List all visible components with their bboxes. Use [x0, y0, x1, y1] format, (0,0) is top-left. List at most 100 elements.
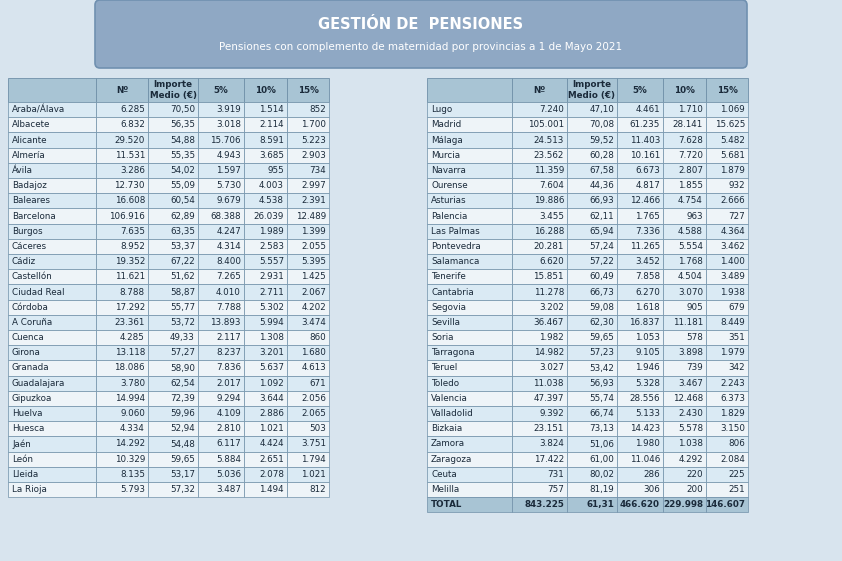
Text: 49,33: 49,33: [170, 333, 195, 342]
Text: Almería: Almería: [12, 151, 45, 160]
Bar: [567, 78, 617, 102]
Text: 7.858: 7.858: [635, 272, 660, 281]
Text: León: León: [12, 455, 33, 464]
Text: 7.336: 7.336: [635, 227, 660, 236]
Bar: [198, 102, 244, 117]
Text: Jaén: Jaén: [12, 439, 31, 449]
Text: 4.754: 4.754: [678, 196, 703, 205]
Bar: [512, 284, 567, 300]
Text: 1.597: 1.597: [216, 166, 241, 175]
Text: 56,93: 56,93: [589, 379, 614, 388]
Bar: [287, 208, 329, 224]
Text: 6.270: 6.270: [635, 287, 660, 297]
Text: 4.364: 4.364: [720, 227, 745, 236]
Text: 2.931: 2.931: [259, 272, 284, 281]
Text: 2.810: 2.810: [216, 424, 241, 433]
Bar: [8, 330, 96, 345]
Bar: [96, 376, 148, 391]
Bar: [8, 224, 96, 239]
Bar: [287, 467, 329, 482]
Text: 72,39: 72,39: [170, 394, 195, 403]
Bar: [706, 178, 748, 193]
Text: Gipuzkoa: Gipuzkoa: [12, 394, 52, 403]
Text: Araba/Álava: Araba/Álava: [12, 105, 65, 114]
Bar: [617, 102, 663, 117]
Text: Salamanca: Salamanca: [431, 257, 479, 266]
Text: GESTIÓN DE  PENSIONES: GESTIÓN DE PENSIONES: [318, 17, 524, 31]
Text: 2.997: 2.997: [301, 181, 326, 190]
Text: 59,52: 59,52: [589, 136, 614, 145]
Text: 843.225: 843.225: [524, 500, 564, 509]
Bar: [287, 193, 329, 208]
Text: 220: 220: [686, 470, 703, 479]
Bar: [287, 132, 329, 148]
Text: Bizkaia: Bizkaia: [431, 424, 462, 433]
Bar: [8, 102, 96, 117]
Bar: [96, 193, 148, 208]
Bar: [8, 178, 96, 193]
Bar: [663, 163, 706, 178]
Bar: [663, 406, 706, 421]
Text: 5.482: 5.482: [720, 136, 745, 145]
Text: 1.768: 1.768: [678, 257, 703, 266]
Text: 18.086: 18.086: [115, 364, 145, 373]
Text: 55,74: 55,74: [589, 394, 614, 403]
Bar: [512, 208, 567, 224]
Bar: [244, 391, 287, 406]
Text: 17.422: 17.422: [534, 455, 564, 464]
Text: 54,88: 54,88: [170, 136, 195, 145]
Bar: [287, 315, 329, 330]
Bar: [617, 178, 663, 193]
Text: 1.710: 1.710: [678, 105, 703, 114]
Bar: [663, 497, 706, 512]
Bar: [663, 269, 706, 284]
Bar: [8, 391, 96, 406]
Bar: [8, 193, 96, 208]
Text: 11.621: 11.621: [115, 272, 145, 281]
Text: 11.046: 11.046: [630, 455, 660, 464]
Bar: [244, 178, 287, 193]
Text: 9.679: 9.679: [216, 196, 241, 205]
Text: 679: 679: [728, 303, 745, 312]
Text: Zamora: Zamora: [431, 439, 465, 448]
Bar: [148, 254, 198, 269]
Text: 36.467: 36.467: [534, 318, 564, 327]
Bar: [148, 436, 198, 452]
Bar: [617, 360, 663, 376]
Text: 61,00: 61,00: [589, 455, 614, 464]
Text: 852: 852: [309, 105, 326, 114]
Text: 10.161: 10.161: [630, 151, 660, 160]
Bar: [663, 482, 706, 497]
Bar: [287, 330, 329, 345]
Text: Segovia: Segovia: [431, 303, 466, 312]
Text: 60,28: 60,28: [589, 151, 614, 160]
Bar: [148, 360, 198, 376]
Bar: [617, 224, 663, 239]
Bar: [198, 315, 244, 330]
Bar: [427, 360, 512, 376]
Bar: [8, 239, 96, 254]
Bar: [287, 224, 329, 239]
Text: Burgos: Burgos: [12, 227, 43, 236]
Text: 15.706: 15.706: [210, 136, 241, 145]
Bar: [512, 391, 567, 406]
Bar: [148, 467, 198, 482]
Bar: [427, 239, 512, 254]
Text: 5.637: 5.637: [259, 364, 284, 373]
Text: 1.989: 1.989: [259, 227, 284, 236]
Bar: [567, 239, 617, 254]
Text: 15%: 15%: [717, 85, 738, 94]
Text: Huesca: Huesca: [12, 424, 45, 433]
Text: 8.237: 8.237: [216, 348, 241, 357]
Bar: [427, 300, 512, 315]
Text: 5%: 5%: [632, 85, 647, 94]
Bar: [198, 208, 244, 224]
Bar: [512, 360, 567, 376]
Text: 4.943: 4.943: [216, 151, 241, 160]
Text: 1.021: 1.021: [259, 424, 284, 433]
Text: 6.620: 6.620: [539, 257, 564, 266]
Text: 7.788: 7.788: [216, 303, 241, 312]
Bar: [148, 178, 198, 193]
Text: 3.919: 3.919: [216, 105, 241, 114]
Text: 2.903: 2.903: [301, 151, 326, 160]
